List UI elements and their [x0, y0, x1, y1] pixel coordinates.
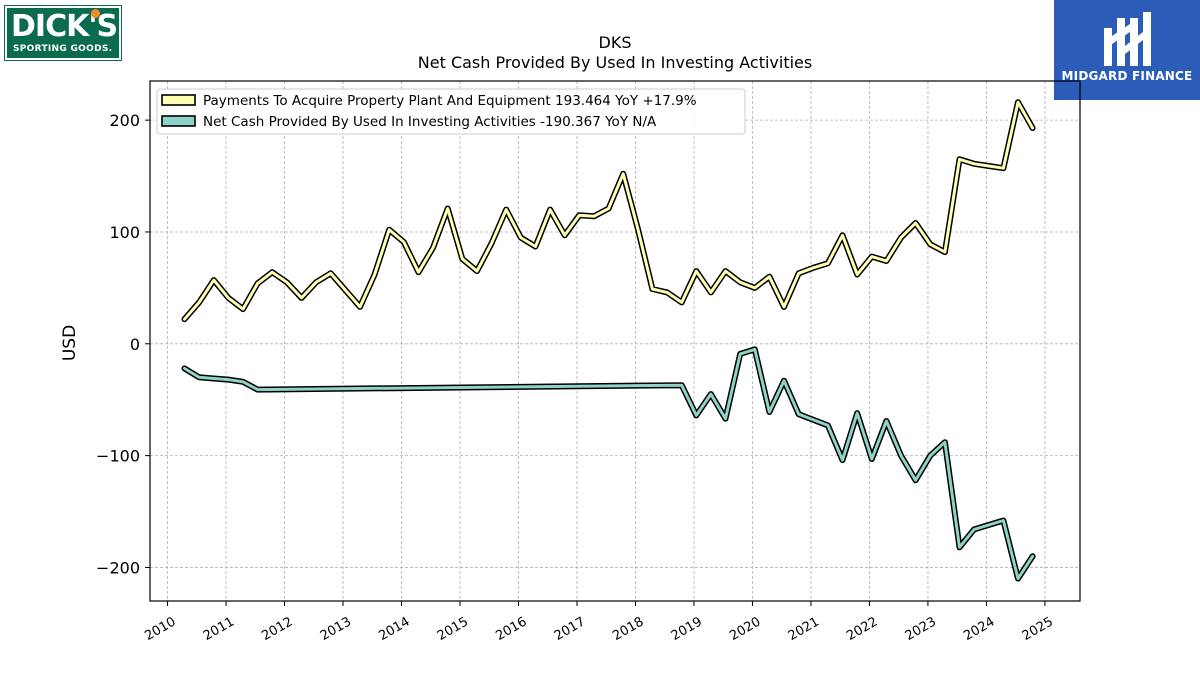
y-tick-label: −200: [96, 558, 140, 577]
x-tick-label: 2014: [376, 614, 412, 644]
x-tick-label: 2013: [318, 614, 354, 644]
plot-frame: [149, 80, 1081, 602]
midgard-mark-icon: [1104, 12, 1151, 66]
logo-wordmark: DICK'S: [11, 9, 118, 44]
series-lines: [181, 99, 1036, 582]
y-tick-label: 0: [130, 335, 140, 354]
legend: Payments To Acquire Property Plant And E…: [156, 88, 746, 135]
legend-label: Payments To Acquire Property Plant And E…: [203, 93, 697, 109]
x-tick-label: 2021: [786, 614, 822, 644]
y-tick-label: 200: [109, 111, 140, 130]
basketball-icon: [91, 9, 100, 18]
legend-box: [156, 88, 746, 135]
x-tick-label: 2024: [961, 614, 997, 644]
legend-swatch: [161, 94, 196, 106]
y-axis-label: USD: [60, 325, 80, 361]
x-tick-label: 2022: [844, 614, 880, 644]
dicks-sporting-goods-logo: DICK'S SPORTING GOODS.: [4, 5, 122, 61]
legend-swatch: [161, 115, 196, 127]
midgard-finance-logo: MIDGARD FINANCE: [1054, 0, 1200, 100]
legend-label: Net Cash Provided By Used In Investing A…: [203, 114, 657, 130]
chart-subtitle: Net Cash Provided By Used In Investing A…: [418, 53, 812, 72]
x-tick-label: 2018: [610, 614, 646, 644]
x-tick-label: 2015: [435, 614, 471, 644]
logo-subtext: SPORTING GOODS.: [13, 44, 113, 54]
y-tick-label: 100: [109, 223, 140, 242]
x-tick-label: 2010: [142, 614, 178, 644]
series-1-line: [183, 347, 1035, 581]
x-tick-label: 2016: [493, 614, 529, 644]
x-tick-label: 2017: [552, 614, 588, 644]
x-tick-label: 2019: [669, 614, 705, 644]
midgard-finance-wordmark: MIDGARD FINANCE: [1061, 69, 1193, 83]
x-tick-label: 2025: [1020, 614, 1056, 644]
chart-title: DKS: [599, 33, 632, 52]
x-tick-label: 2020: [727, 614, 763, 644]
series-0-line: [183, 100, 1035, 321]
x-tick-label: 2011: [201, 614, 237, 644]
x-axis-ticks: 2010 2011 2012 2013 2014 2015 2016 2017 2018 2019…: [142, 601, 1056, 644]
y-axis-ticks: 200 100 0 −100 −200: [96, 111, 150, 577]
y-tick-label: −100: [96, 447, 140, 466]
x-tick-label: 2023: [903, 614, 939, 644]
x-tick-label: 2012: [259, 614, 295, 644]
grid-lines: [150, 81, 1080, 601]
